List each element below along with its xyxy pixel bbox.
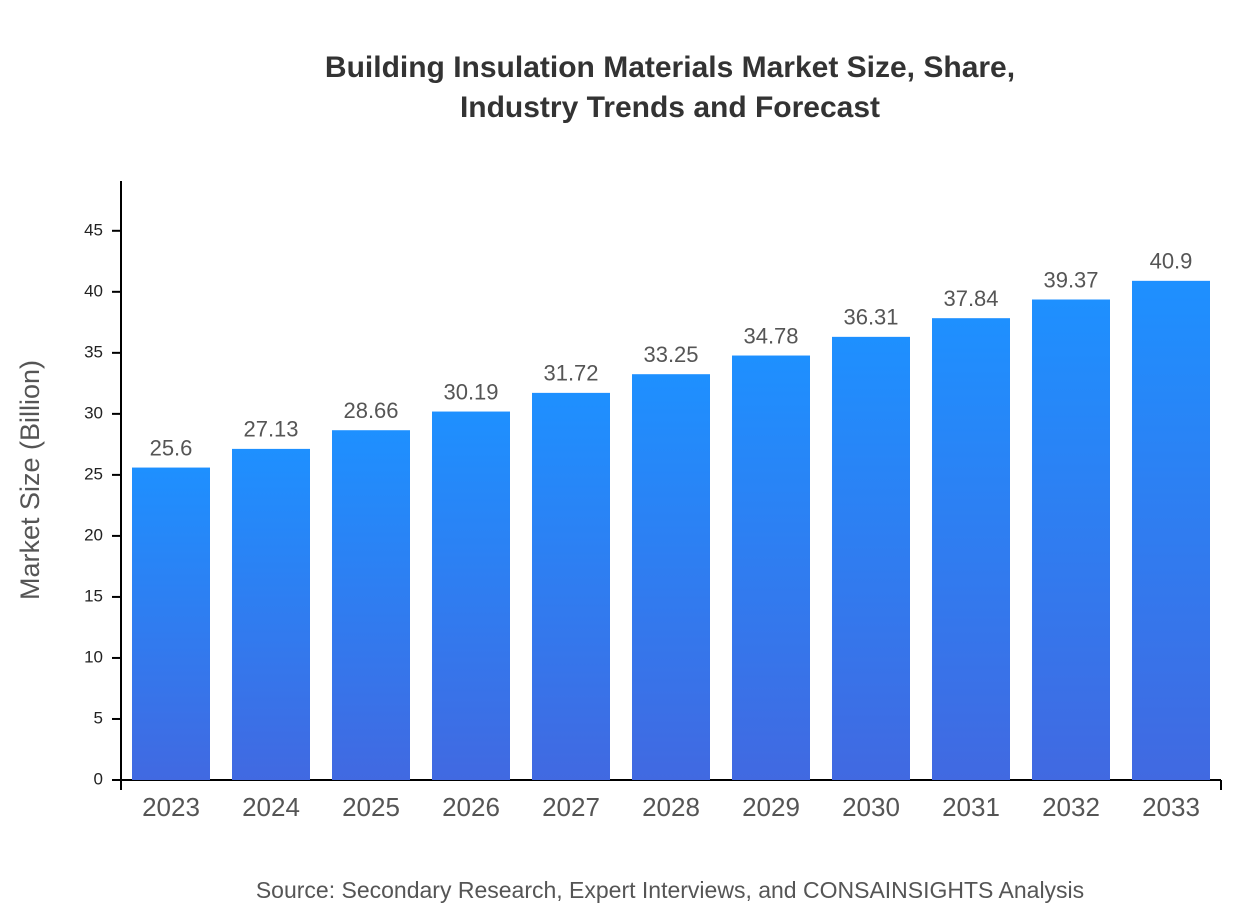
y-tick-label: 15 bbox=[84, 586, 103, 605]
bar bbox=[1032, 299, 1110, 780]
value-label: 30.19 bbox=[443, 379, 498, 404]
source: Source: Secondary Research, Expert Inter… bbox=[256, 877, 1084, 903]
chart-title: Building Insulation Materials Market Siz… bbox=[324, 51, 1016, 124]
value-label: 40.9 bbox=[1150, 249, 1193, 274]
x-tick-label: 2026 bbox=[442, 792, 500, 822]
bar bbox=[532, 392, 610, 780]
bar bbox=[232, 448, 310, 780]
y-tick-label: 35 bbox=[84, 342, 103, 361]
value-label: 36.31 bbox=[843, 305, 898, 330]
y-tick-label: 5 bbox=[94, 708, 103, 727]
value-label: 37.84 bbox=[943, 286, 998, 311]
value-label: 31.72 bbox=[543, 361, 598, 386]
value-label: 33.25 bbox=[643, 342, 698, 367]
x-tick-label: 2031 bbox=[942, 792, 1000, 822]
bar bbox=[632, 374, 710, 780]
y-tick-label: 45 bbox=[84, 220, 103, 239]
value-label: 39.37 bbox=[1043, 267, 1098, 292]
value-label: 34.78 bbox=[743, 323, 798, 348]
y-tick-label: 10 bbox=[84, 647, 103, 666]
bar bbox=[332, 430, 410, 780]
x-tick-label: 2027 bbox=[542, 792, 600, 822]
value-label: 27.13 bbox=[243, 417, 298, 442]
x-tick-label: 2029 bbox=[742, 792, 800, 822]
value-label: 25.6 bbox=[150, 435, 193, 460]
x-tick-label: 2024 bbox=[242, 792, 300, 822]
x-tick-label: 2030 bbox=[842, 792, 900, 822]
y-tick-label: 25 bbox=[84, 464, 103, 483]
x-tick-label: 2028 bbox=[642, 792, 700, 822]
x-tick-label: 2032 bbox=[1042, 792, 1100, 822]
y-tick-label: 20 bbox=[84, 525, 103, 544]
bar bbox=[832, 336, 910, 780]
bar bbox=[432, 411, 510, 780]
bar bbox=[732, 355, 810, 780]
x-tick-label: 2023 bbox=[142, 792, 200, 822]
x-tick-label: 2033 bbox=[1142, 792, 1200, 822]
y-axis-label: Market Size (Billion) bbox=[15, 360, 45, 600]
y-tick-label: 0 bbox=[94, 769, 103, 788]
x-tick-label: 2025 bbox=[342, 792, 400, 822]
bar bbox=[932, 318, 1010, 780]
bar bbox=[132, 467, 210, 780]
value-label: 28.66 bbox=[343, 398, 398, 423]
y-tick-label: 30 bbox=[84, 403, 103, 422]
bar bbox=[1132, 280, 1210, 780]
y-tick-label: 40 bbox=[84, 281, 103, 300]
